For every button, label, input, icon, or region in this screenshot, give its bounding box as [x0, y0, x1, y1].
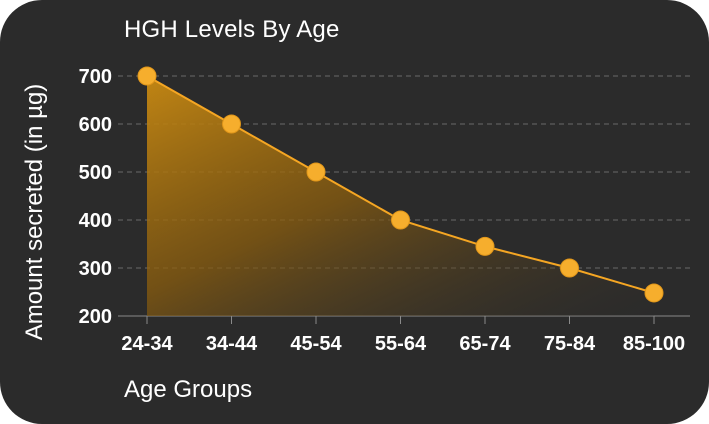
- x-tick-label: 34-44: [206, 333, 258, 355]
- data-point: [222, 114, 241, 134]
- data-point: [475, 236, 495, 256]
- x-tick-label: 55-64: [375, 333, 427, 355]
- data-point: [306, 162, 326, 182]
- x-tick-label: 85-100: [623, 333, 685, 355]
- x-tick-label: 24-34: [121, 333, 173, 355]
- data-point: [560, 258, 579, 278]
- x-axis-label: Age Groups: [124, 376, 253, 403]
- y-tick-label: 200: [79, 306, 112, 328]
- y-tick-label: 400: [79, 210, 112, 232]
- data-point: [391, 210, 410, 230]
- area-fill: [147, 76, 654, 316]
- y-tick-label: 700: [79, 66, 112, 88]
- y-tick-label: 300: [79, 258, 112, 280]
- chart-title: HGH Levels By Age: [124, 16, 340, 43]
- x-tick-label: 75-84: [544, 333, 596, 355]
- x-tick-label: 45-54: [290, 333, 342, 355]
- data-point: [137, 66, 157, 86]
- y-tick-label: 500: [79, 162, 112, 184]
- y-tick-label: 600: [79, 114, 112, 136]
- data-point: [644, 283, 664, 303]
- x-tick-label: 65-74: [459, 333, 511, 355]
